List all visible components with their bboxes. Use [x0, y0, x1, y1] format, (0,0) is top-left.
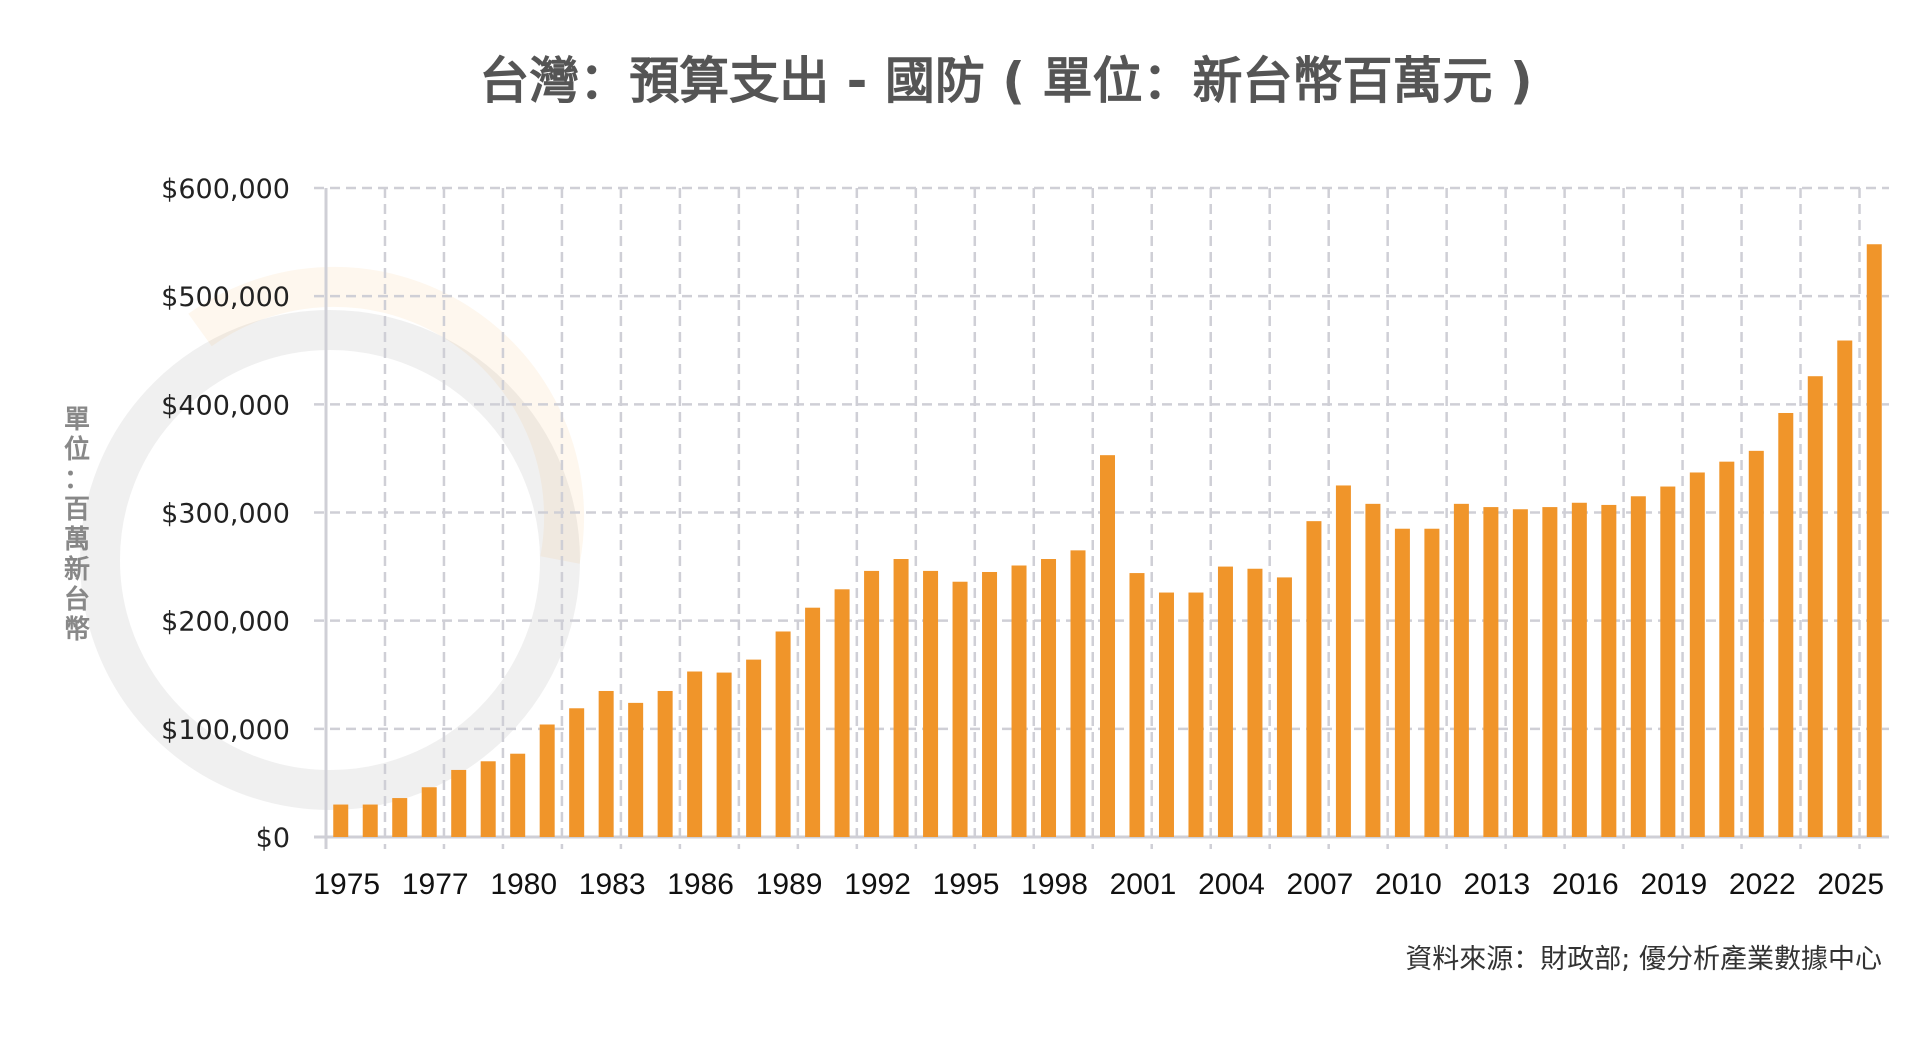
- bar: [1129, 573, 1145, 837]
- y-tick-label: $100,000: [161, 715, 290, 746]
- bar: [1866, 244, 1882, 837]
- bar: [1041, 559, 1057, 837]
- x-tick-label: 2013: [1464, 868, 1531, 901]
- bar: [1247, 568, 1263, 837]
- y-tick-label: $400,000: [161, 390, 290, 421]
- bar: [716, 672, 732, 837]
- bar: [1601, 504, 1617, 837]
- x-tick-label: 1998: [1021, 868, 1088, 901]
- bar: [1424, 528, 1440, 837]
- y-tick-label: $600,000: [161, 174, 290, 205]
- bar: [1778, 412, 1794, 837]
- y-axis-ticks: $0 $100,000 $200,000 $300,000 $400,000 $500,0…: [161, 174, 290, 854]
- gridlines: [314, 186, 1889, 849]
- x-tick-label: 2016: [1552, 868, 1619, 901]
- bar: [1837, 340, 1853, 837]
- x-tick-label: 1989: [756, 868, 823, 901]
- x-tick-label: 2025: [1817, 868, 1884, 901]
- bar: [1512, 509, 1528, 837]
- bar: [1394, 528, 1410, 837]
- x-tick-label: 2010: [1375, 868, 1442, 901]
- bar: [421, 787, 437, 837]
- bar: [805, 607, 821, 837]
- bar: [1276, 577, 1292, 837]
- bar: [657, 690, 673, 837]
- bar: [1158, 592, 1174, 837]
- bar: [1689, 472, 1705, 837]
- x-axis-ticks: 1975 1977 1980 1983 1986 1989 1992 1995 1998 2001…: [313, 868, 1884, 901]
- bar: [1453, 503, 1469, 837]
- source-note: 資料來源：財政部; 優分析產業數據中心: [1405, 944, 1882, 975]
- x-tick-label: 2007: [1287, 868, 1354, 901]
- y-tick-label: $300,000: [161, 499, 290, 530]
- x-tick-label: 2001: [1110, 868, 1177, 901]
- x-tick-label: 1980: [490, 868, 557, 901]
- x-tick-label: 1995: [933, 868, 1000, 901]
- bar: [1365, 503, 1381, 837]
- watermark-logo: [80, 310, 580, 810]
- bar: [1748, 450, 1764, 837]
- x-tick-label: 1977: [402, 868, 469, 901]
- bar: [1630, 496, 1646, 837]
- bar: [569, 708, 585, 837]
- bar: [1070, 550, 1086, 837]
- bar: [952, 581, 968, 837]
- x-tick-label: 1983: [579, 868, 646, 901]
- bar: [480, 761, 496, 837]
- bar: [1571, 502, 1587, 837]
- y-axis-label: 單位：百萬新台幣: [64, 405, 90, 645]
- bar: [333, 804, 349, 837]
- bar: [982, 571, 998, 837]
- bar: [392, 798, 408, 837]
- x-tick-label: 1986: [667, 868, 734, 901]
- bar: [1100, 455, 1115, 837]
- bar: [775, 631, 791, 837]
- x-tick-label: 2004: [1198, 868, 1265, 901]
- bar: [362, 804, 378, 837]
- x-tick-label: 1992: [844, 868, 911, 901]
- bars: [333, 244, 1882, 837]
- watermark-logo-arc: [188, 266, 584, 564]
- x-tick-label: 1975: [313, 868, 380, 901]
- bar: [864, 570, 880, 837]
- bar: [1217, 566, 1233, 837]
- bar: [1719, 461, 1735, 837]
- bar: [1011, 565, 1027, 837]
- bar: [687, 671, 703, 837]
- bar: [628, 702, 644, 837]
- bar: [539, 724, 555, 837]
- x-tick-label: 2019: [1640, 868, 1707, 901]
- bar: [1306, 521, 1322, 837]
- bar: [1188, 592, 1204, 837]
- bar: [1335, 485, 1351, 837]
- bar: [598, 690, 614, 837]
- bar: [1660, 486, 1676, 837]
- chart-title: 台灣：預算支出 - 國防 ( 單位：新台幣百萬元 ): [479, 52, 1533, 110]
- y-tick-label: $200,000: [161, 607, 290, 638]
- bar: [893, 559, 909, 837]
- bar: [451, 769, 467, 837]
- bar: [746, 659, 762, 837]
- bar: [510, 753, 526, 837]
- y-tick-label: $500,000: [161, 282, 290, 313]
- bar: [1483, 507, 1499, 837]
- bar: [834, 589, 850, 837]
- x-tick-label: 2022: [1729, 868, 1796, 901]
- y-tick-label: $0: [256, 823, 290, 854]
- bar: [1542, 507, 1558, 837]
- bar: [923, 570, 939, 837]
- bar: [1807, 376, 1823, 837]
